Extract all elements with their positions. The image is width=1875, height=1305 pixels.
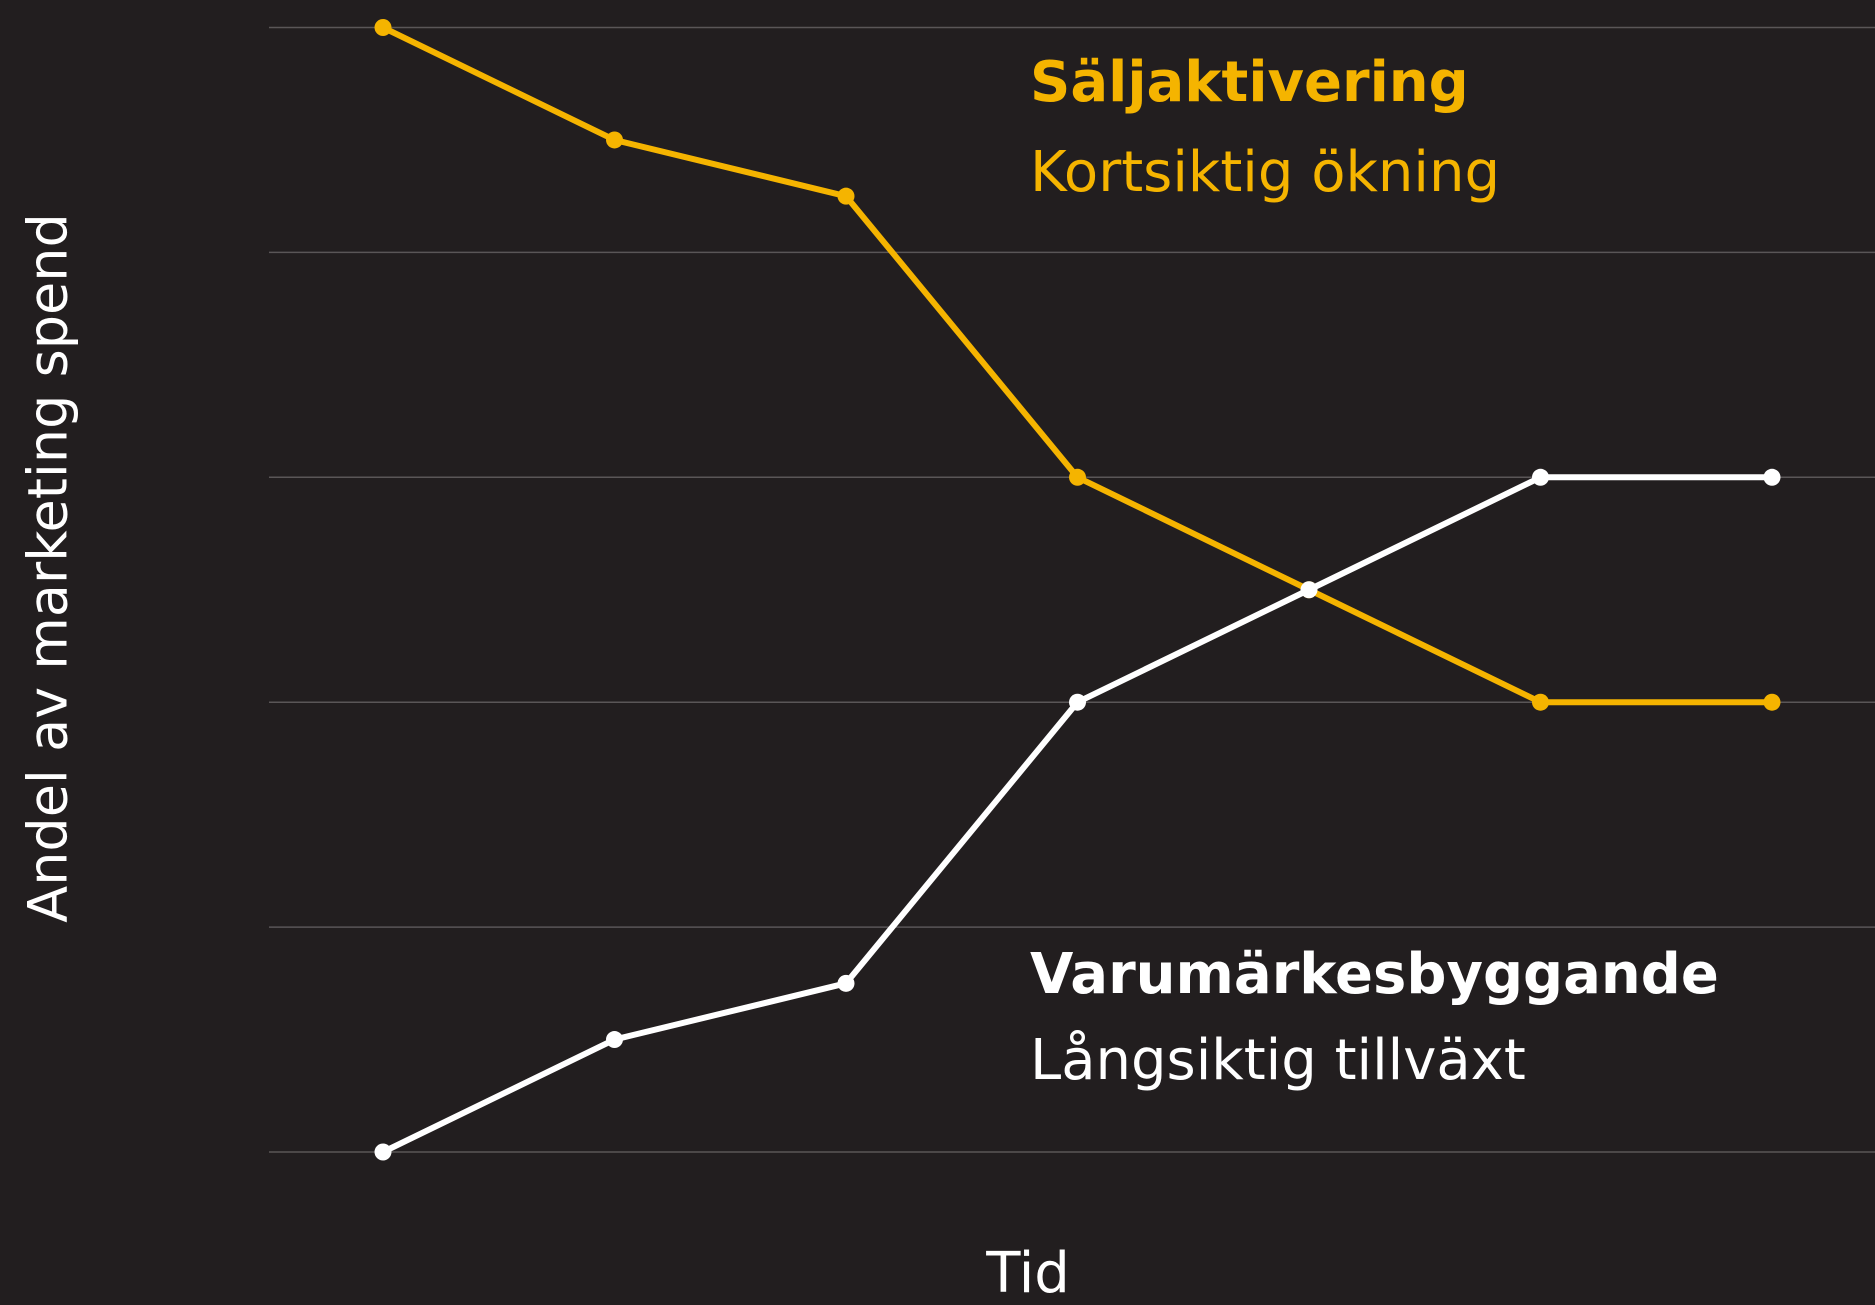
data-point xyxy=(1532,693,1549,711)
data-point xyxy=(1532,468,1549,486)
y-axis-label: Andel av marketing spend xyxy=(17,213,80,923)
data-point xyxy=(606,1031,623,1049)
data-point xyxy=(374,1143,392,1161)
series-label: Varumärkesbyggande xyxy=(1030,942,1719,1007)
data-point xyxy=(374,19,392,36)
data-point xyxy=(606,131,623,149)
data-point xyxy=(1763,693,1781,711)
x-axis-label: Tid xyxy=(985,1241,1070,1305)
data-point xyxy=(1069,693,1086,711)
series-sublabel: Långsiktig tillväxt xyxy=(1030,1028,1526,1093)
series-label: Säljaktivering xyxy=(1030,50,1469,115)
data-point xyxy=(837,187,855,205)
data-point xyxy=(837,974,855,992)
data-point xyxy=(1300,581,1318,599)
data-point xyxy=(1763,468,1781,486)
data-point xyxy=(1069,468,1086,486)
series-sublabel: Kortsiktig ökning xyxy=(1030,140,1500,205)
